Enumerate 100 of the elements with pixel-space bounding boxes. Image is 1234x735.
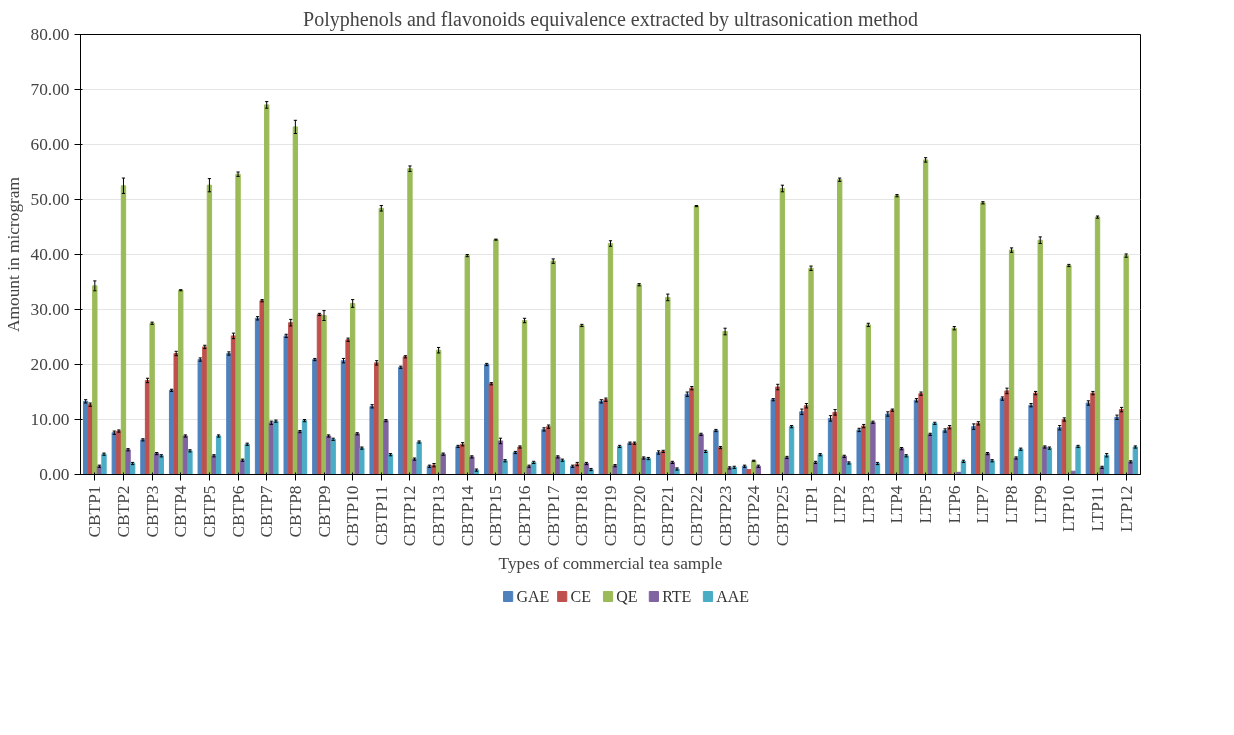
bar — [173, 353, 179, 475]
bar — [1090, 392, 1096, 475]
bar — [607, 243, 614, 475]
bar — [259, 300, 265, 475]
x-tick-label: CBTP24 — [744, 485, 764, 547]
legend-label: GAE — [516, 588, 550, 605]
y-tick-label: 10.00 — [30, 410, 70, 429]
x-tick-label: CBTP1 — [85, 485, 105, 538]
bar — [665, 296, 671, 475]
x-tick-label: LTP5 — [916, 485, 936, 524]
bar — [226, 353, 232, 475]
x-tick-label: CBTP7 — [257, 485, 277, 538]
x-tick-label: CBTP13 — [429, 485, 449, 547]
bar — [1123, 255, 1129, 475]
bar — [116, 430, 122, 475]
bar — [693, 205, 700, 475]
bar — [1042, 446, 1048, 475]
bar — [1018, 448, 1024, 475]
bar — [158, 455, 164, 475]
x-tick-label: CBTP9 — [314, 485, 334, 538]
bar — [493, 239, 499, 475]
bar — [1104, 454, 1110, 475]
legend-label: RTE — [662, 588, 692, 605]
bar — [268, 422, 274, 475]
bar — [197, 359, 203, 475]
y-tick-label: 30.00 — [30, 300, 70, 319]
x-tick-label: LTP4 — [887, 485, 907, 524]
y-tick-label: 40.00 — [30, 245, 70, 264]
bar — [627, 442, 633, 475]
bar — [488, 383, 494, 475]
bar — [942, 430, 948, 475]
x-tick-label: LTP2 — [830, 485, 850, 524]
x-tick-label: LTP9 — [1030, 485, 1050, 524]
bar — [244, 443, 250, 475]
x-tick-label: LTP7 — [973, 485, 993, 524]
legend-label: AAE — [716, 588, 750, 605]
x-tick-label: CBTP23 — [715, 485, 735, 547]
bar — [345, 339, 351, 475]
bar — [283, 335, 289, 475]
x-tick-label: LTP1 — [801, 485, 821, 524]
bar — [383, 420, 389, 475]
x-tick-label: CBTP11 — [371, 485, 391, 546]
bar — [321, 315, 327, 475]
bar — [387, 454, 394, 475]
bar — [440, 453, 446, 475]
legend-label: CE — [570, 588, 591, 605]
bar — [455, 445, 461, 475]
bar — [702, 450, 709, 475]
bar — [301, 420, 308, 475]
bar — [125, 449, 131, 475]
bar — [235, 173, 241, 475]
bar — [140, 439, 146, 475]
bar — [808, 267, 814, 475]
bar — [521, 320, 528, 475]
bar — [541, 428, 547, 475]
bar — [980, 202, 986, 475]
bar — [903, 455, 909, 475]
bar — [1132, 446, 1139, 475]
x-tick-label: CBTP8 — [285, 485, 305, 538]
bar — [1066, 265, 1072, 475]
y-tick-label: 70.00 — [30, 80, 70, 99]
bar — [369, 405, 375, 475]
y-tick-label: 60.00 — [30, 135, 70, 154]
x-tick-label: CBTP22 — [686, 485, 706, 547]
bar — [1046, 447, 1053, 475]
x-tick-label: CBTP14 — [457, 485, 477, 547]
x-tick-label: LTP11 — [1088, 485, 1108, 532]
bar — [1094, 216, 1101, 475]
bar — [841, 455, 847, 475]
bar — [87, 404, 93, 475]
x-tick-label: LTP8 — [1002, 485, 1022, 524]
bar — [779, 188, 786, 475]
y-axis-title: Amount in microgram — [3, 176, 23, 332]
x-tick-label: LTP12 — [1116, 485, 1136, 533]
bar — [922, 159, 929, 475]
bar — [770, 399, 776, 475]
x-tick-label: CBTP15 — [486, 485, 506, 547]
bar — [187, 450, 193, 475]
x-tick-label: CBTP20 — [629, 485, 649, 547]
bar — [918, 393, 924, 475]
x-tick-label: LTP3 — [858, 485, 878, 524]
x-tick-label: CBTP16 — [515, 485, 535, 547]
bar — [1061, 419, 1067, 475]
bar — [206, 184, 213, 475]
bar — [407, 168, 413, 475]
bar — [894, 195, 900, 475]
bar — [178, 289, 184, 475]
bar — [837, 179, 843, 475]
x-tick-label: LTP6 — [944, 485, 964, 524]
bar — [579, 324, 585, 475]
x-tick-label: CBTP19 — [601, 485, 620, 547]
bar — [215, 435, 222, 475]
bar — [885, 413, 891, 475]
bar — [1028, 404, 1034, 475]
bar — [111, 432, 117, 475]
bar — [755, 465, 761, 475]
bar — [722, 331, 728, 475]
bar — [713, 430, 719, 475]
bar — [731, 466, 737, 475]
y-tick-label: 0.00 — [39, 465, 70, 484]
